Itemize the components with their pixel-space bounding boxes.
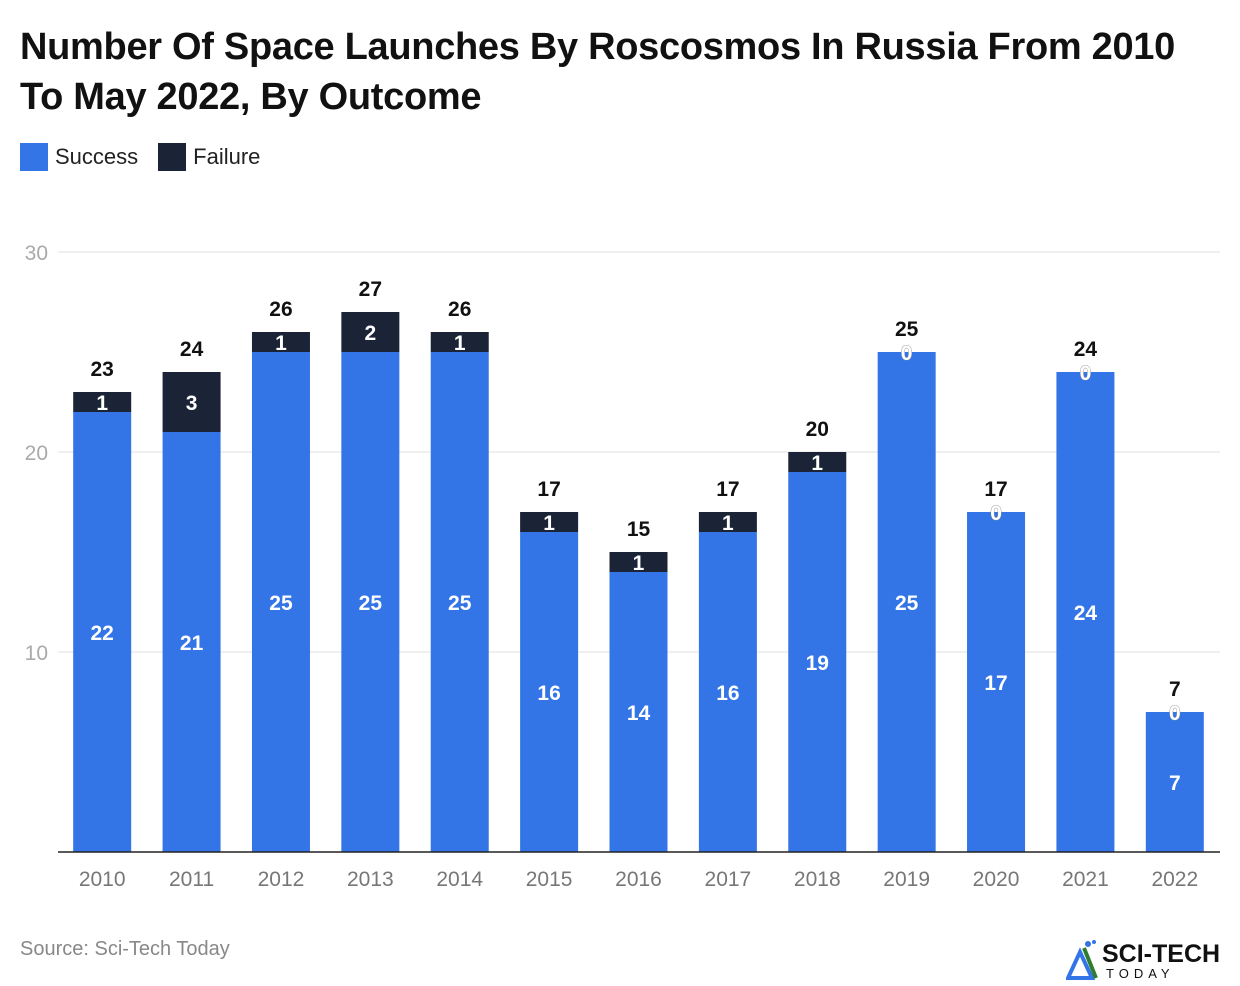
legend: Success Failure bbox=[20, 143, 260, 171]
data-label-success: 25 bbox=[359, 592, 383, 615]
source-note: Source: Sci-Tech Today bbox=[20, 938, 230, 960]
data-label-failure: 1 bbox=[543, 512, 555, 535]
data-label-failure: 3 bbox=[186, 392, 198, 415]
data-label-success: 16 bbox=[537, 682, 560, 705]
bar-success bbox=[341, 352, 400, 852]
data-label-failure: 1 bbox=[96, 392, 108, 415]
svg-text:SCI-TECH: SCI-TECH bbox=[1102, 940, 1220, 968]
bar-failure bbox=[698, 512, 757, 532]
data-label-failure: 0 bbox=[1169, 702, 1181, 725]
x-tick-label: 2021 bbox=[1062, 868, 1109, 891]
bar-failure bbox=[251, 332, 310, 352]
data-label-total: 20 bbox=[806, 418, 829, 441]
x-tick-label: 2015 bbox=[526, 868, 573, 891]
sci-tech-today-logo: SCI-TECH TODAY bbox=[1066, 940, 1220, 981]
legend-item-failure: Failure bbox=[158, 143, 260, 171]
data-label-total: 7 bbox=[1169, 678, 1181, 701]
data-label-success: 7 bbox=[1169, 772, 1181, 795]
bar-success bbox=[430, 352, 489, 852]
bar-success bbox=[251, 352, 310, 852]
y-tick-label: 20 bbox=[25, 442, 48, 465]
data-label-total: 23 bbox=[91, 358, 114, 381]
x-tick-label: 2013 bbox=[347, 868, 394, 891]
data-label-total: 25 bbox=[895, 318, 919, 341]
data-label-failure: 0 bbox=[990, 502, 1002, 525]
x-tick-label: 2014 bbox=[436, 868, 483, 891]
data-label-success: 17 bbox=[984, 672, 1007, 695]
data-label-failure: 1 bbox=[811, 452, 823, 475]
x-tick-label: 2010 bbox=[79, 868, 126, 891]
data-label-total: 17 bbox=[984, 478, 1007, 501]
data-label-success: 25 bbox=[895, 592, 919, 615]
bar-failure bbox=[520, 512, 579, 532]
data-label-success: 22 bbox=[91, 622, 114, 645]
y-tick-label: 10 bbox=[25, 642, 48, 665]
data-label-total: 24 bbox=[1074, 338, 1098, 361]
legend-label-failure: Failure bbox=[193, 144, 261, 169]
bar-success bbox=[162, 432, 221, 852]
data-label-total: 15 bbox=[627, 518, 651, 541]
x-tick-label: 2018 bbox=[794, 868, 841, 891]
bar-success bbox=[1145, 712, 1204, 852]
data-label-success: 16 bbox=[716, 682, 739, 705]
legend-item-success: Success bbox=[20, 143, 138, 171]
x-tick-label: 2011 bbox=[169, 868, 214, 891]
bar-failure bbox=[73, 392, 132, 412]
bar-success bbox=[73, 412, 132, 852]
data-label-success: 25 bbox=[448, 592, 472, 615]
legend-swatch-failure bbox=[158, 143, 187, 171]
data-label-total: 26 bbox=[448, 298, 471, 321]
data-label-success: 14 bbox=[627, 702, 651, 725]
legend-label-success: Success bbox=[55, 144, 139, 169]
bar-success bbox=[698, 532, 757, 852]
data-label-failure: 0 bbox=[1080, 362, 1092, 385]
data-label-total: 26 bbox=[269, 298, 292, 321]
data-label-success: 24 bbox=[1074, 602, 1098, 625]
bar-success bbox=[609, 572, 668, 852]
x-tick-label: 2022 bbox=[1151, 868, 1198, 891]
chart-title: Number Of Space Launches By Roscosmos In… bbox=[20, 26, 1175, 118]
bar-success bbox=[788, 472, 847, 852]
y-tick-label: 30 bbox=[25, 242, 48, 265]
data-label-success: 21 bbox=[180, 632, 204, 655]
bar-failure bbox=[341, 312, 400, 352]
bar-failure bbox=[788, 452, 847, 472]
data-label-total: 24 bbox=[180, 338, 204, 361]
bar-failure bbox=[162, 372, 221, 432]
svg-text:TODAY: TODAY bbox=[1106, 966, 1175, 981]
legend-swatch-success bbox=[20, 143, 48, 171]
data-label-total: 17 bbox=[716, 478, 739, 501]
data-label-failure: 1 bbox=[633, 552, 645, 575]
data-label-total: 17 bbox=[537, 478, 560, 501]
bar-success bbox=[1056, 372, 1115, 852]
bar-success bbox=[520, 532, 579, 852]
data-label-success: 19 bbox=[806, 652, 829, 675]
x-tick-label: 2017 bbox=[705, 868, 752, 891]
data-label-total: 27 bbox=[359, 278, 382, 301]
bar-success bbox=[877, 352, 936, 852]
data-label-success: 25 bbox=[269, 592, 293, 615]
x-tick-label: 2019 bbox=[883, 868, 930, 891]
data-label-failure: 1 bbox=[275, 332, 287, 355]
data-label-failure: 2 bbox=[365, 322, 377, 345]
data-label-failure: 1 bbox=[722, 512, 734, 535]
data-label-failure: 0 bbox=[901, 342, 913, 365]
x-tick-label: 2020 bbox=[973, 868, 1020, 891]
x-tick-label: 2016 bbox=[615, 868, 662, 891]
bar-failure bbox=[430, 332, 489, 352]
bar-success bbox=[967, 512, 1026, 852]
data-label-failure: 1 bbox=[454, 332, 466, 355]
bar-failure bbox=[609, 552, 668, 572]
x-tick-label: 2012 bbox=[258, 868, 305, 891]
